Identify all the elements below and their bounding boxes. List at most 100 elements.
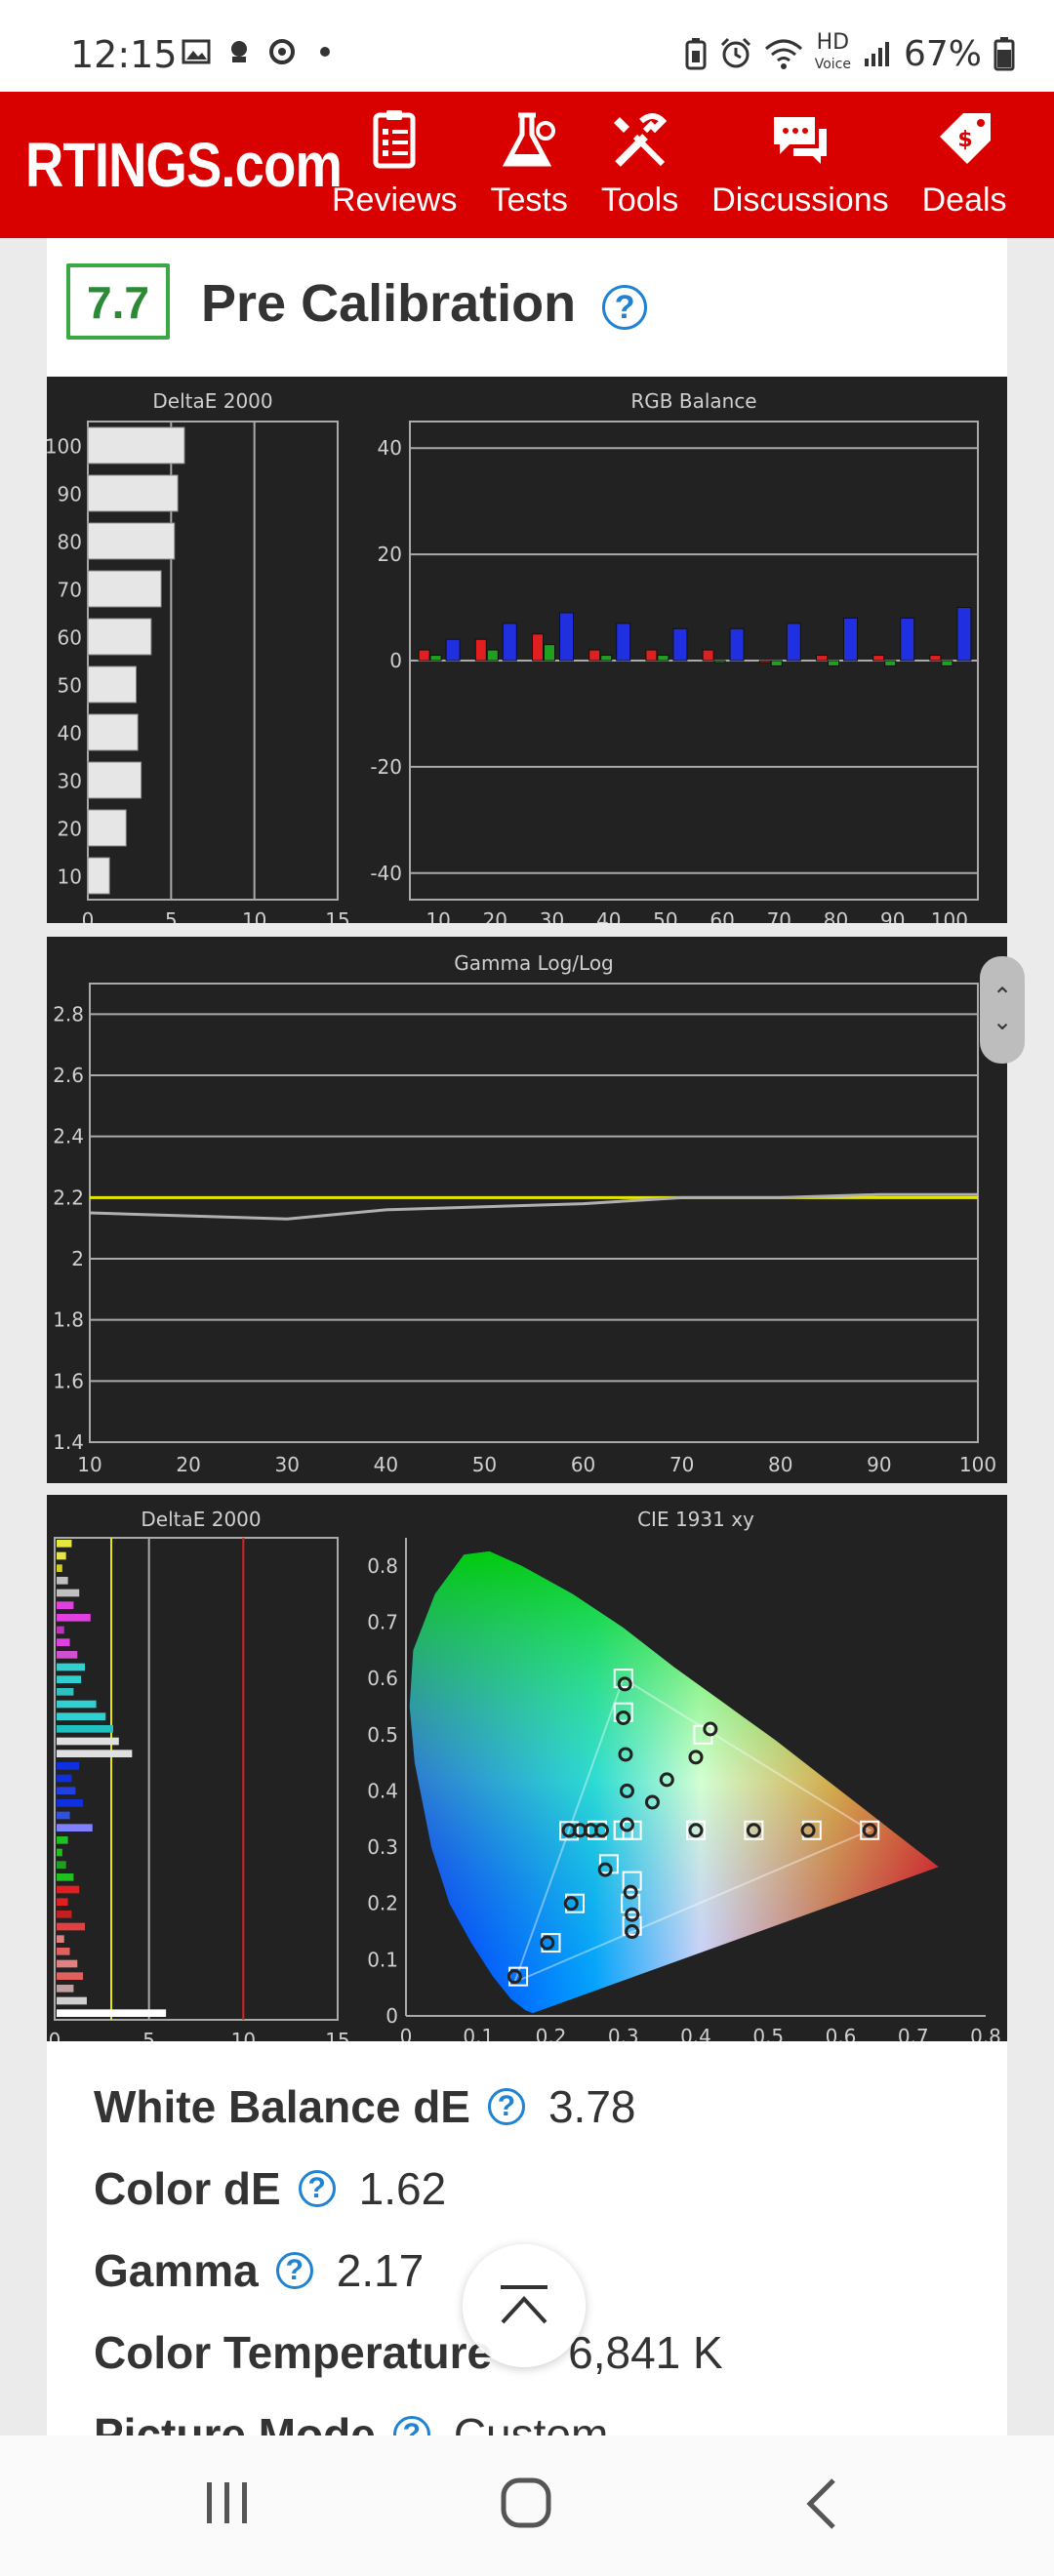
bar (87, 570, 162, 608)
scrollbar-handle[interactable]: ⌃ ⌄ (980, 956, 1025, 1064)
bar (87, 857, 110, 895)
bar (57, 1922, 85, 1931)
help-icon[interactable]: ? (487, 2088, 525, 2125)
nav-label: Deals (921, 181, 1007, 219)
tick-label: 100 (931, 908, 968, 923)
deltae-color-chart: DeltaE 2000 0 5 10 15 (49, 1508, 350, 2052)
status-bar: 12:15 HD Voice 67% (0, 0, 1054, 92)
measured-point (561, 1823, 577, 1838)
tick-label: 60 (571, 1453, 595, 1476)
chart-panel-grayscale: DeltaE 2000 0 5 10 15 100 90 80 70 60 50 40 30 20 10 R… (45, 377, 1007, 932)
bar (57, 1898, 68, 1906)
measured-point (616, 1710, 631, 1725)
scroll-to-top-button[interactable] (463, 2244, 586, 2367)
network-type: HD (816, 30, 850, 55)
home-icon[interactable] (498, 2475, 556, 2533)
measured-point (625, 1907, 640, 1922)
chat-bubbles-icon (773, 117, 827, 164)
tick-label: 40 (378, 436, 402, 460)
target-square (686, 1820, 706, 1840)
tick-label: 100 (47, 435, 82, 459)
bar (758, 660, 771, 664)
bar (57, 1836, 68, 1844)
nav-label: Tools (600, 181, 679, 219)
chart-panel-color: DeltaE 2000 0 5 10 15 CIE 1931 xy 0 0.1 0.2 0.3 0… (47, 1495, 1007, 2052)
tick-label: 30 (274, 1453, 299, 1476)
bar (57, 1750, 133, 1757)
system-nav-bar (0, 2435, 1054, 2576)
back-icon[interactable] (798, 2475, 847, 2533)
nav-reviews[interactable]: Reviews (332, 107, 457, 220)
bar (57, 1663, 85, 1671)
stat-label: Color dE (94, 2163, 281, 2214)
bar (57, 1861, 66, 1869)
bar (57, 1601, 74, 1609)
tick-label: 70 (58, 579, 82, 602)
site-header: RTINGS.com Reviews Tests Tools Discussio… (0, 92, 1054, 238)
tick-label: 0.5 (367, 1723, 398, 1747)
bar (57, 1675, 82, 1683)
clipboard-checklist-icon (373, 110, 416, 169)
bar (87, 761, 142, 799)
recent-apps-icon[interactable] (203, 2475, 252, 2533)
bar (486, 649, 499, 662)
tick-label: 40 (596, 908, 621, 923)
tick-label: 20 (483, 908, 507, 923)
section-title-text: Pre Calibration (201, 274, 577, 333)
bar (429, 655, 442, 662)
help-icon[interactable]: ? (275, 2252, 313, 2289)
target-square (621, 1893, 641, 1913)
bar (57, 1700, 97, 1709)
tick-label: 10 (231, 2029, 256, 2041)
bar (87, 713, 139, 751)
tick-label: 0.1 (463, 2025, 494, 2041)
bar (616, 623, 631, 662)
rgb-balance-chart: RGB Balance 40 20 0 -20 -40 10 20 30 40 50 60 70 80 90… (370, 389, 979, 932)
chart-title: Gamma Log/Log (454, 951, 614, 975)
tick-label: 10 (242, 908, 266, 923)
cie-chart: CIE 1931 xy 0 0.1 0.2 0.3 0.4 0.5 0.6 0.7 0.8 0.8 0… (367, 1508, 1001, 2048)
site-logo[interactable]: RTINGS.com (25, 130, 343, 200)
tick-label: 0.4 (367, 1779, 398, 1802)
chevron-up-icon (501, 2285, 547, 2324)
measured-point (625, 1924, 640, 1940)
tick-label: 90 (867, 1453, 891, 1476)
tick-label: 90 (880, 908, 905, 923)
tick-label: 10 (58, 865, 82, 889)
help-icon[interactable]: ? (602, 284, 648, 330)
tick-label: 0.4 (680, 2025, 711, 2041)
bar (770, 660, 783, 666)
help-icon[interactable]: ? (298, 2170, 336, 2207)
nav-tests[interactable]: Tests (490, 107, 568, 220)
tick-label: 20 (58, 818, 82, 841)
tick-label: 0 (82, 908, 95, 923)
bar (588, 649, 601, 662)
nav-tools[interactable]: Tools (601, 107, 678, 220)
bar (418, 649, 430, 662)
nav-deals[interactable]: $ Deals (922, 107, 1007, 220)
target-square (613, 1702, 633, 1722)
bar (57, 1774, 72, 1783)
bar (57, 1959, 78, 1968)
bar (600, 655, 613, 662)
measured-point (800, 1823, 816, 1838)
tick-label: 0.2 (367, 1892, 398, 1915)
bar (645, 649, 658, 662)
sync-icon (269, 39, 295, 64)
bar (657, 655, 669, 662)
network-sub: Voice (814, 57, 851, 72)
bar (828, 660, 839, 666)
gamma-chart-svg: Gamma Log/Log 2.8 2.6 2.4 2.2 2 1.8 1.6 1.410 20 3… (53, 951, 996, 1476)
bar (57, 1824, 93, 1831)
bar (57, 1626, 64, 1634)
nav-discussions[interactable]: Discussions (711, 107, 889, 220)
tick-label: 5 (165, 908, 178, 923)
tick-label: -40 (370, 862, 402, 885)
bar (445, 638, 461, 662)
measured-point (862, 1823, 877, 1838)
tick-label: 0.1 (367, 1948, 398, 1971)
nav-label: Discussions (711, 181, 889, 219)
tick-label: 1.8 (53, 1308, 84, 1332)
tick-label: 0.6 (826, 2025, 857, 2041)
